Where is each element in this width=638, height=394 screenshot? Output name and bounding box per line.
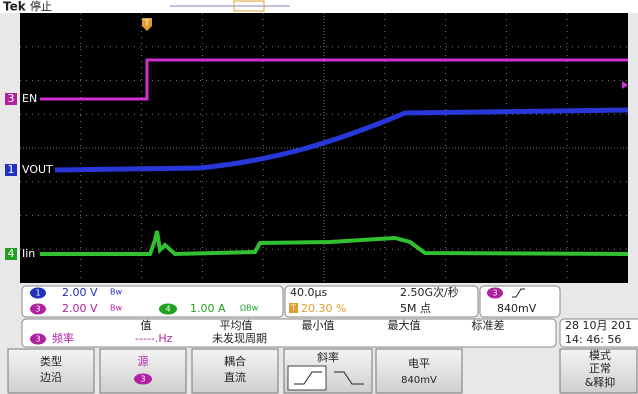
ch4-badge (159, 303, 177, 315)
record-window (233, 0, 265, 12)
trigger-level: 840mV (497, 302, 537, 315)
time: 14: 46: 56 (565, 333, 621, 346)
ch-marker (5, 164, 17, 176)
meas-status: 未发现周期 (212, 331, 267, 345)
meas-source: 3 (35, 335, 40, 344)
menu-title: 耦合 (224, 354, 246, 368)
trigger-source-badge (487, 287, 503, 299)
menu-title: 类型 (40, 354, 62, 368)
top-bar (0, 0, 638, 13)
menu-value: 边沿 (40, 371, 62, 384)
ch-marker (5, 248, 17, 260)
ch1-scale: 2.00 V (62, 286, 98, 299)
vertical-readout (21, 285, 284, 318)
menu-value: 3 (140, 375, 145, 384)
status: 停止 (30, 0, 52, 13)
meas-header: 值 (141, 319, 152, 332)
ch3-scale: 2.00 V (62, 302, 98, 315)
ch-label: Iin (22, 247, 35, 260)
menu-value: 正常 (589, 362, 611, 375)
trigger-marker: T (144, 19, 150, 28)
ch4-bw: ΩBw (240, 304, 259, 313)
meas-header: 平均值 (220, 319, 253, 332)
waveform-vout (54, 107, 629, 173)
timebase: 40.0µs (290, 286, 327, 299)
sample-rate: 2.50G次/秒 (400, 285, 459, 299)
ch3-bw: Bw (110, 304, 122, 313)
menu-button[interactable] (7, 348, 95, 394)
ch-label: EN (22, 92, 37, 105)
slope-rising[interactable] (287, 365, 327, 391)
menu-title: 源 (138, 354, 149, 368)
date: 28 10月 201 (565, 319, 632, 332)
menu-value: &释抑 (585, 375, 616, 389)
ch-marker (5, 93, 17, 105)
record-length: 5M 点 (400, 302, 431, 315)
grid (20, 13, 628, 283)
menu-value: 直流 (224, 370, 246, 384)
trigger-source: 3 (492, 289, 497, 298)
ch1-bw: Bw (110, 288, 122, 297)
meas-source-badge (30, 333, 46, 345)
menu-button[interactable] (99, 348, 187, 394)
measurement-panel (21, 318, 557, 348)
slope-icon (512, 288, 525, 298)
ch4-scale: 1.00 A (190, 302, 226, 315)
rising-icon (294, 371, 322, 385)
trigger-pos-icon-bg (289, 303, 298, 313)
meas-header: 最小值 (302, 319, 335, 332)
meas-header: 最大值 (388, 318, 421, 332)
ch-number: 3 (8, 92, 15, 105)
ch-number: 4 (8, 247, 15, 260)
meas-value: -----.Hz (135, 332, 173, 345)
trigger-level-marker (622, 81, 628, 89)
menu-button[interactable] (375, 348, 463, 394)
brand: Tek (3, 0, 27, 14)
menu-badge (134, 373, 152, 385)
falling-icon[interactable] (334, 371, 364, 385)
meas-header: 标准差 (472, 318, 505, 332)
ch3-number: 3 (35, 305, 40, 314)
datetime-panel (559, 318, 638, 348)
menu-title: 斜率 (317, 350, 339, 364)
ch4-number: 4 (165, 305, 170, 314)
menu-value: 840mV (401, 375, 437, 386)
menu-button[interactable] (559, 348, 638, 394)
trigger-pos-icon: T (290, 304, 296, 313)
ch1-number: 1 (35, 289, 40, 298)
trigger-position: 20.30 % (301, 302, 346, 315)
menu-button[interactable] (191, 348, 279, 394)
ch-number: 1 (8, 163, 15, 176)
ch3-badge (30, 303, 46, 315)
trigger-marker-bg (142, 18, 152, 31)
waveform-en (40, 58, 628, 101)
waveform-iin (40, 230, 629, 257)
menu-title: 模式 (589, 349, 611, 362)
ch-label: VOUT (22, 163, 53, 176)
meas-name: 频率 (52, 331, 74, 345)
ch1-badge (30, 287, 46, 299)
menu-title: 电平 (408, 357, 430, 370)
horizontal-readout (284, 285, 479, 318)
